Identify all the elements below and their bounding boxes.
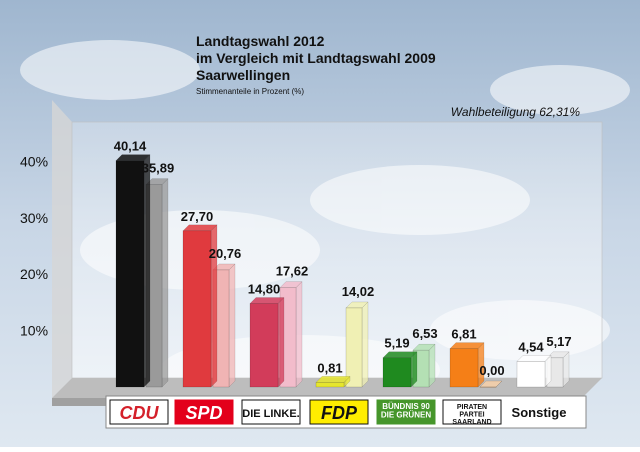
turnout-annotation: Wahlbeteiligung 62,31% (451, 105, 581, 119)
logo-6: Sonstige (512, 405, 567, 420)
logo-2: DIE LINKE. (241, 399, 301, 425)
logo-text: PIRATEN (457, 404, 487, 411)
y-axis: 10% 20% 30% 40% (20, 153, 48, 338)
data-label-2012: 6,81 (451, 327, 476, 342)
logo-text: SAARLAND (452, 419, 491, 426)
data-label-2009: 17,62 (276, 264, 309, 279)
logo-text: BÜNDNIS 90 (382, 402, 430, 411)
bar-2012-4 (382, 351, 418, 388)
logo-text: Sonstige (512, 405, 567, 420)
data-label-2009: 5,17 (546, 334, 571, 349)
logo-text: DIE GRÜNEN (381, 411, 431, 420)
data-label-2009: 14,02 (342, 284, 375, 299)
bar-2012-0 (115, 154, 151, 388)
y-tick-label: 10% (20, 323, 48, 339)
data-label-2012: 27,70 (181, 209, 214, 224)
data-label-2012: 4,54 (518, 339, 544, 354)
title-line-2: im Vergleich mit Landtagswahl 2009 (196, 50, 436, 66)
logo-text: SPD (185, 403, 222, 423)
logo-3: FDP (309, 399, 369, 425)
bar-2012-3 (315, 375, 351, 388)
bar-2012-5 (449, 341, 485, 388)
y-tick-label: 30% (20, 210, 48, 226)
bar-2012-6 (516, 354, 552, 388)
data-label-2012: 40,14 (114, 139, 147, 154)
bars: 40,14 35,89 27,70 20,76 14,80 17,62 0,81 14,02 5… (114, 139, 572, 388)
bar-2009-5 (479, 380, 503, 388)
side-wall (52, 100, 72, 398)
logo-1: SPD (174, 399, 234, 425)
bar-2012-2 (249, 296, 285, 388)
logo-text: FDP (321, 403, 358, 423)
logo-text: DIE LINKE. (242, 408, 299, 420)
title-block: Landtagswahl 2012 im Vergleich mit Landt… (196, 33, 436, 96)
data-label-2012: 5,19 (384, 336, 409, 351)
bar-2012-1 (182, 224, 218, 388)
y-tick-label: 40% (20, 153, 48, 169)
title-line-3: Saarwellingen (196, 67, 290, 83)
logo-0: CDU (109, 399, 169, 425)
logo-text: PARTEI (459, 412, 484, 419)
subtitle: Stimmenanteile in Prozent (%) (196, 87, 304, 96)
bar-2009-3 (345, 301, 369, 388)
data-label-2009: 20,76 (209, 246, 242, 261)
data-label-2009: 6,53 (412, 326, 437, 341)
data-label-2009: 35,89 (142, 161, 175, 176)
y-tick-label: 20% (20, 266, 48, 282)
data-label-2012: 0,81 (317, 360, 342, 375)
data-label-2012: 14,80 (248, 282, 281, 297)
data-label-2009: 0,00 (479, 363, 504, 378)
title-line-1: Landtagswahl 2012 (196, 33, 325, 49)
logo-text: CDU (120, 403, 160, 423)
